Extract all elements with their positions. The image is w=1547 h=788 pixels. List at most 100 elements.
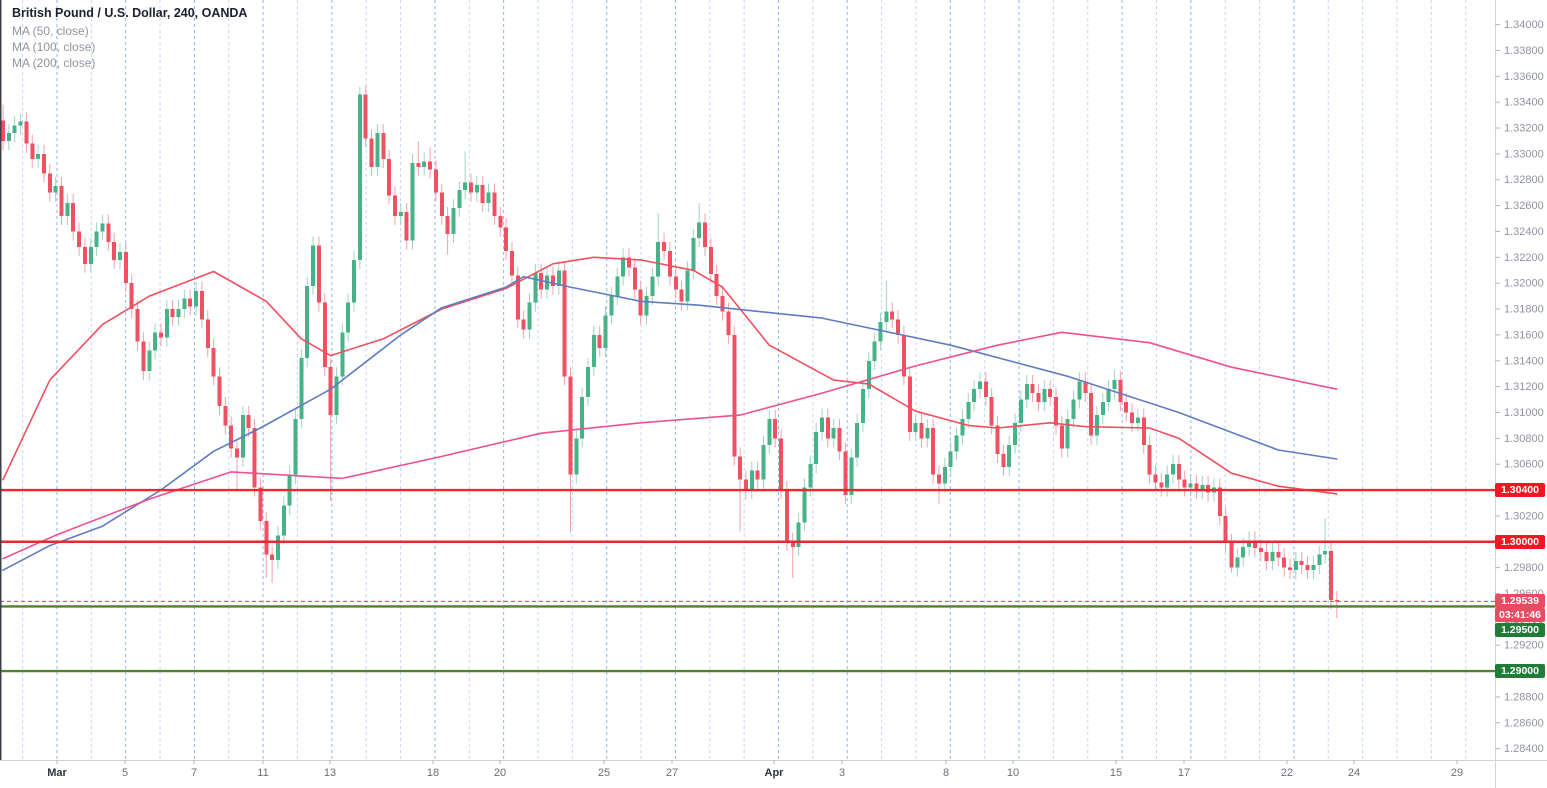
time-axis-label: 3	[839, 767, 845, 779]
candle-down	[363, 94, 368, 139]
price-axis-label: 1.31200	[1504, 381, 1544, 393]
candle-up	[357, 94, 362, 260]
candle-down	[112, 241, 117, 260]
price-axis-label: 1.32200	[1504, 252, 1544, 264]
time-axis-label: 13	[324, 767, 336, 779]
price-axis-label: 1.28600	[1504, 717, 1544, 729]
candle-up	[796, 522, 801, 547]
candle-down	[1229, 543, 1234, 568]
candle-up	[293, 418, 298, 475]
candle-down	[211, 347, 216, 377]
candle-up	[656, 241, 661, 277]
candle-up	[457, 190, 462, 209]
candle-down	[1288, 567, 1292, 571]
candle-up	[1071, 399, 1076, 419]
candle-up	[1106, 389, 1111, 403]
candle-up	[182, 298, 187, 310]
price-axis-label: 1.33200	[1504, 123, 1544, 135]
level-badge-129000[interactable]: 1.29000	[1495, 664, 1545, 678]
candle-up	[18, 121, 23, 126]
indicator-label-ma50[interactable]: MA (50, close)	[12, 24, 89, 38]
time-axis[interactable]: Mar 5 7 11 13 18 20 25 27 Apr 3 8 10 15 17 22 24 29	[47, 760, 1463, 779]
candle-up	[586, 367, 590, 397]
candle-up	[913, 422, 918, 432]
price-axis-label: 1.31800	[1504, 304, 1544, 316]
candle-down	[632, 267, 637, 290]
candle-up	[398, 212, 403, 216]
candle-up	[118, 252, 122, 260]
candle-down	[387, 159, 392, 196]
candle-down	[983, 381, 988, 397]
price-axis-label: 1.31600	[1504, 329, 1544, 341]
price-axis-label: 1.33800	[1504, 45, 1544, 57]
candle-up	[942, 466, 947, 484]
candle-down	[919, 422, 924, 439]
price-axis[interactable]: 1.34000 1.33800 1.33600 1.33400 1.33200 1.330…	[1495, 19, 1544, 755]
candle-down	[106, 223, 111, 242]
time-axis-label: 22	[1281, 767, 1293, 779]
candle-up	[422, 161, 427, 167]
candle-up	[1100, 402, 1105, 416]
candle-up	[878, 321, 883, 342]
candle-up	[100, 223, 105, 232]
candle-down	[469, 182, 473, 193]
time-axis-label: 24	[1348, 767, 1360, 779]
candle-up	[1171, 464, 1175, 475]
candle-down	[1334, 599, 1339, 602]
time-axis-label: 17	[1178, 767, 1190, 779]
level-badge-130400[interactable]: 1.30400	[1495, 483, 1545, 497]
time-axis-label: 5	[122, 767, 128, 779]
candle-down	[235, 448, 239, 458]
candle-up	[1311, 565, 1316, 571]
candle-down	[638, 289, 643, 316]
candle-down	[1089, 393, 1094, 436]
candle-down	[755, 470, 760, 480]
candle-down	[890, 311, 895, 320]
candle-down	[270, 554, 275, 560]
candle-up	[808, 464, 813, 488]
candle-down	[626, 257, 631, 268]
ma200-line[interactable]	[2, 331, 1338, 560]
candle-down	[790, 541, 795, 547]
level-badge-130000[interactable]: 1.30000	[1495, 535, 1545, 549]
candle-down	[708, 246, 713, 275]
time-axis-label: 11	[257, 767, 268, 779]
candle-up	[311, 245, 316, 286]
candle-up	[334, 376, 339, 416]
price-axis-label: 1.33000	[1504, 148, 1544, 160]
price-axis-label: 1.32600	[1504, 200, 1544, 212]
candle-down	[673, 276, 678, 290]
indicator-label-ma200[interactable]: MA (200, close)	[12, 56, 96, 70]
indicator-label-ma100[interactable]: MA (100, close)	[12, 40, 96, 54]
candle-down	[743, 479, 748, 491]
candle-up	[1007, 444, 1012, 467]
candle-up	[767, 418, 772, 445]
candle-up	[527, 302, 532, 330]
time-axis-label: 27	[666, 767, 678, 779]
ma50-line[interactable]	[2, 256, 1338, 495]
candle-up	[299, 358, 304, 419]
candle-up	[884, 311, 889, 322]
candle-down	[1282, 557, 1287, 568]
candle-down	[322, 302, 327, 368]
time-axis-label: 29	[1451, 767, 1463, 779]
candle-down	[141, 341, 146, 372]
candle-up	[977, 381, 982, 390]
candle-down	[170, 309, 175, 317]
candle-up	[463, 182, 468, 191]
candle-up	[1235, 557, 1240, 568]
candle-down	[515, 275, 520, 320]
level-badge-129500[interactable]: 1.29500	[1495, 623, 1545, 637]
candle-up	[697, 222, 702, 238]
time-axis-label: 8	[943, 767, 949, 779]
symbol-title[interactable]: British Pound / U.S. Dollar, 240, OANDA	[12, 6, 248, 20]
candle-down	[732, 334, 737, 457]
candle-down	[1124, 402, 1129, 413]
candle-down	[504, 227, 509, 251]
candle-up	[802, 487, 807, 523]
candle-up	[621, 257, 626, 277]
candle-down	[77, 231, 82, 247]
price-axis-label: 1.28400	[1504, 743, 1544, 755]
ma100-line[interactable]	[2, 275, 1338, 572]
